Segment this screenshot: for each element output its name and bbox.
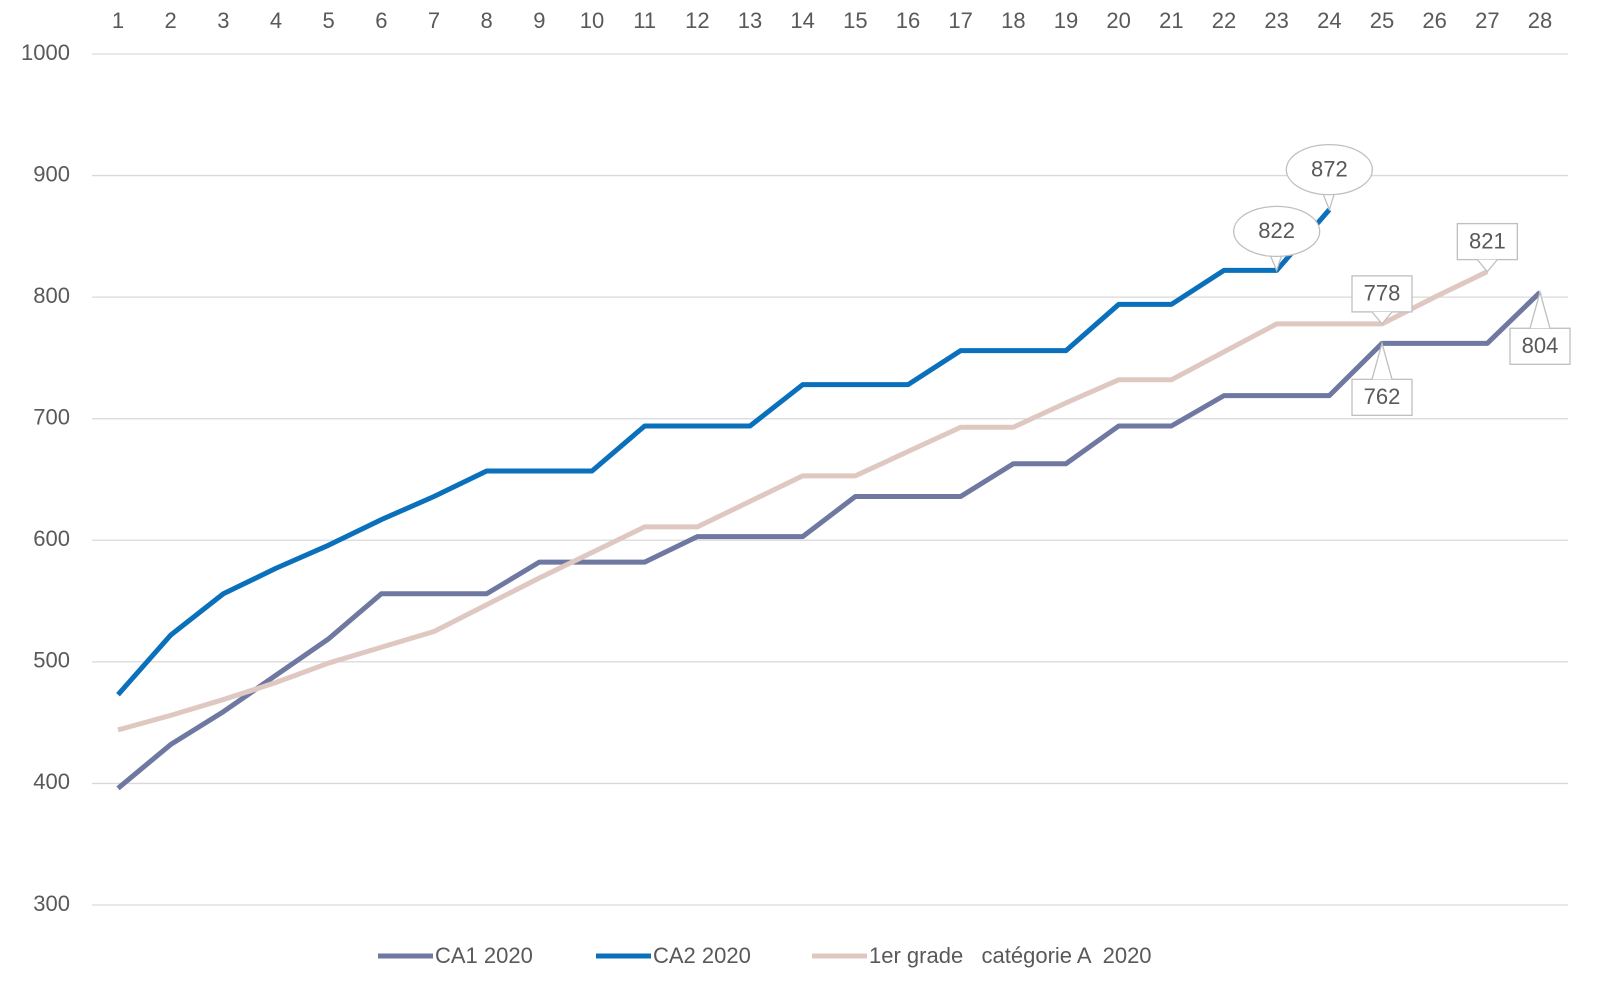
- data-label: 804: [1522, 333, 1559, 358]
- x-tick-label: 1: [112, 8, 124, 33]
- legend-label: CA1 2020: [435, 943, 533, 968]
- label-callout: [1233, 205, 1321, 258]
- y-tick-label: 500: [33, 648, 70, 673]
- series-line: [116, 207, 1332, 697]
- x-tick-label: 15: [843, 8, 867, 33]
- x-tick-label: 10: [580, 8, 604, 33]
- legend-label: CA2 2020: [653, 943, 751, 968]
- data-label: 821: [1469, 228, 1506, 253]
- x-tick-label: 21: [1159, 8, 1183, 33]
- data-label: 762: [1364, 384, 1401, 409]
- x-tick-label: 12: [685, 8, 709, 33]
- x-tick-label: 3: [217, 8, 229, 33]
- x-tick-label: 25: [1370, 8, 1394, 33]
- x-tick-label: 2: [165, 8, 177, 33]
- label-callout: [1285, 143, 1373, 196]
- data-label: 778: [1364, 281, 1401, 306]
- x-tick-label: 5: [323, 8, 335, 33]
- label-callout: [1371, 340, 1393, 380]
- x-tick-label: 26: [1422, 8, 1446, 33]
- x-tick-label: 7: [428, 8, 440, 33]
- x-tick-label: 4: [270, 8, 282, 33]
- y-tick-label: 800: [33, 283, 70, 308]
- label-callout: [1509, 327, 1571, 365]
- label-callout: [1371, 311, 1393, 325]
- label-callout: [1351, 275, 1413, 313]
- x-tick-label: 18: [1001, 8, 1025, 33]
- series-line: [116, 290, 1542, 791]
- x-tick-label: 8: [481, 8, 493, 33]
- y-tick-label: 1000: [21, 40, 70, 65]
- x-tick-label: 13: [738, 8, 762, 33]
- label-callout: [1266, 247, 1285, 256]
- data-label: 872: [1311, 156, 1348, 181]
- x-tick-label: 19: [1054, 8, 1078, 33]
- series-line: [117, 269, 1489, 733]
- x-tick-label: 28: [1528, 8, 1552, 33]
- y-tick-label: 700: [33, 405, 70, 430]
- y-tick-label: 900: [33, 161, 70, 186]
- x-tick-label: 24: [1317, 8, 1341, 33]
- x-tick-label: 14: [790, 8, 814, 33]
- label-callout: [1529, 289, 1551, 329]
- y-tick-label: 300: [33, 891, 70, 916]
- x-tick-label: 23: [1264, 8, 1288, 33]
- x-tick-label: 6: [375, 8, 387, 33]
- y-tick-label: 600: [33, 526, 70, 551]
- label-callout: [1319, 185, 1338, 194]
- y-tick-label: 400: [33, 769, 70, 794]
- x-tick-label: 16: [896, 8, 920, 33]
- x-tick-label: 11: [633, 8, 656, 33]
- data-label: 822: [1258, 218, 1295, 243]
- x-tick-label: 9: [533, 8, 545, 33]
- legend-label: 1er grade catégorie A 2020: [869, 943, 1152, 968]
- x-tick-label: 20: [1106, 8, 1130, 33]
- x-tick-label: 27: [1475, 8, 1499, 33]
- x-tick-label: 17: [948, 8, 972, 33]
- label-callout: [1476, 259, 1498, 273]
- x-tick-label: 22: [1212, 8, 1236, 33]
